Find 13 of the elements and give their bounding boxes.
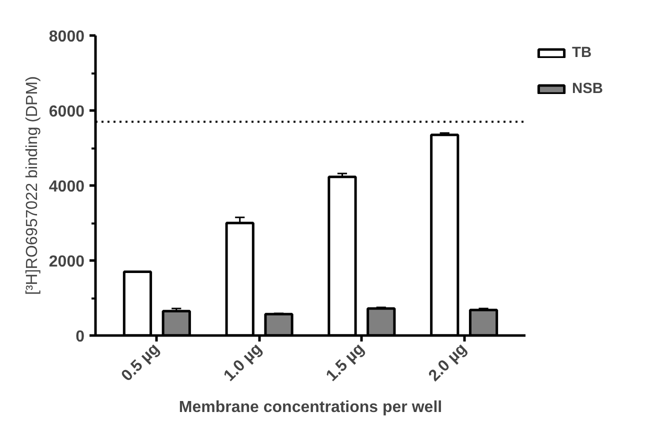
y-tick-label: 2000 (48, 254, 85, 270)
y-tick-label: 6000 (48, 104, 85, 120)
legend-label: TB (572, 45, 592, 61)
x-axis-title: Membrane concentrations per well (178, 398, 442, 416)
x-tick-label: 2.0 µg (426, 340, 470, 385)
x-tick-label: 1.0 µg (220, 340, 266, 385)
y-tick-label: 4000 (48, 178, 85, 196)
y-tick-label: 0 (76, 328, 85, 346)
x-tick-label: 1.5 µg (323, 340, 368, 385)
y-axis-title: [³H]RO6957022 binding (DPM) (24, 76, 41, 295)
y-tick-label: 8000 (48, 28, 85, 46)
legend-label: NSB (572, 81, 603, 97)
x-tick-label: 0.5 µg (118, 340, 163, 385)
